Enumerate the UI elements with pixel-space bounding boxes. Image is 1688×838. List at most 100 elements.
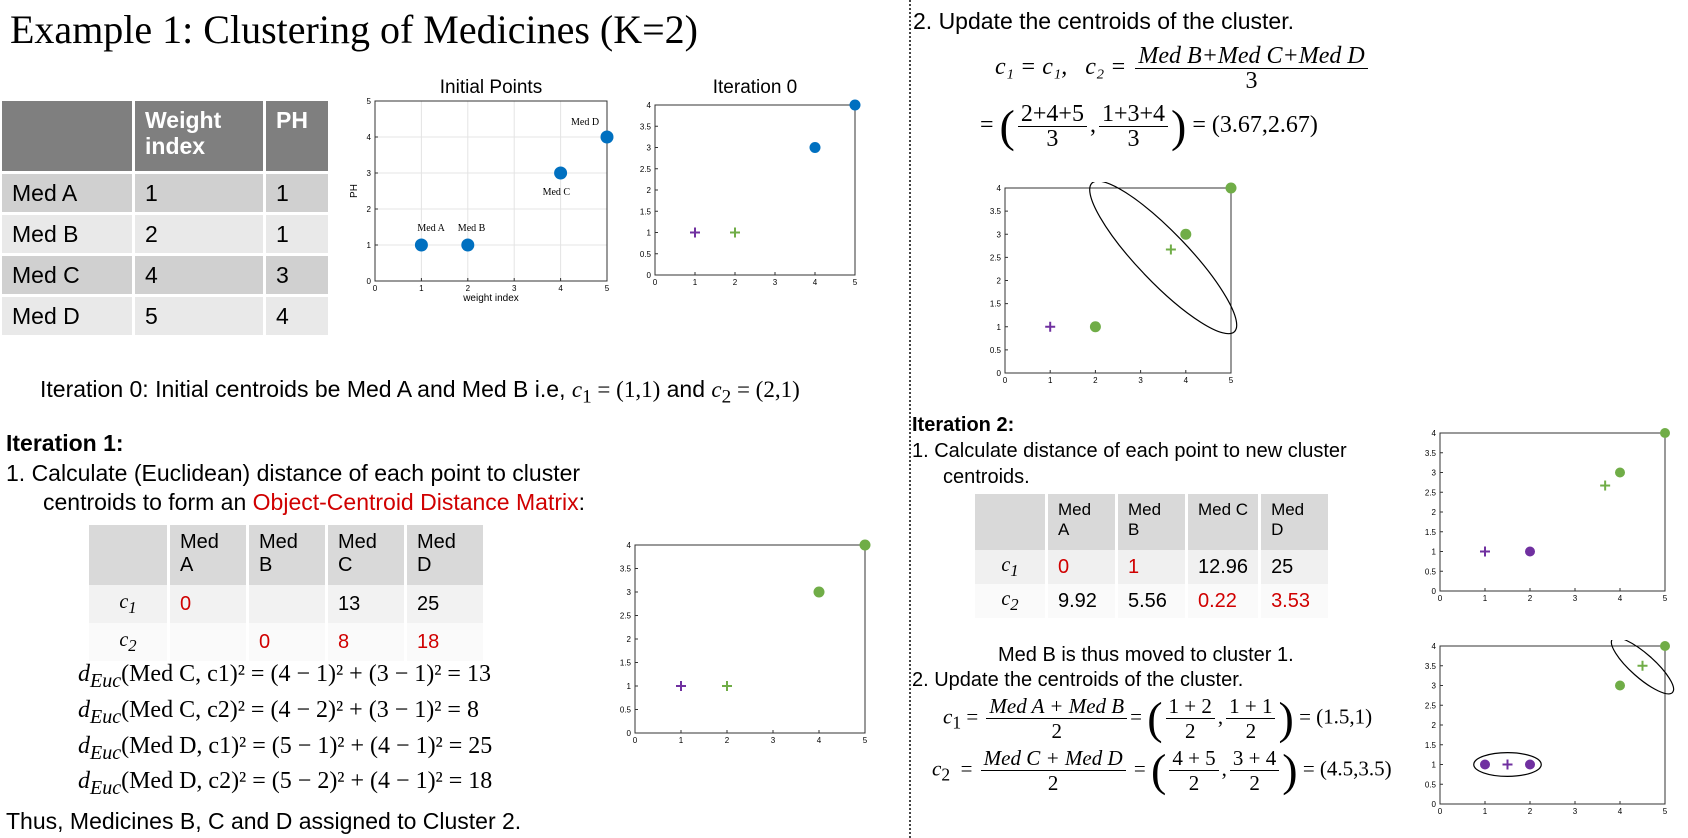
x-tick-label: 4 <box>817 736 822 745</box>
y-tick-label: 0.5 <box>990 346 1002 355</box>
iteration1-step1-text: centroids to form an <box>43 489 247 515</box>
data-point <box>1225 182 1237 194</box>
cell-ph: 3 <box>264 254 331 297</box>
chart-title: Initial Points <box>440 77 542 98</box>
y-tick-label: 4 <box>1432 642 1437 651</box>
x-tick-label: 0 <box>653 278 658 287</box>
header-ph: PH <box>264 101 331 174</box>
y-tick-label: 1 <box>1432 548 1437 557</box>
centroid-update-eq2: = (2+4+5 3, 1+3+4 3) = (3.67,2.67) <box>980 100 1318 152</box>
data-point <box>554 166 568 180</box>
y-tick-label: 0.5 <box>640 250 652 259</box>
iteration2-update-chart: 0 1 2 3 4 5 0 0.5 1 1.5 2 2.5 3 3.5 4 <box>1425 640 1675 816</box>
y-axis-label: PH <box>349 184 360 198</box>
iteration2-step1-line1: 1. Calculate distance of each point to n… <box>912 440 1347 462</box>
cell-weight: 5 <box>133 295 266 338</box>
c2-numerator: Med B+Med C+Med D <box>1135 44 1368 69</box>
point-label: Med B <box>458 223 486 234</box>
data-point <box>1615 680 1625 691</box>
y-tick-label: 3.5 <box>640 122 652 131</box>
y-tick-label: 3 <box>997 230 1002 239</box>
y-tick-label: 3 <box>1432 682 1437 691</box>
y-tick-label: 4 <box>997 184 1002 193</box>
matrix-cell <box>168 623 249 661</box>
y-tick-label: 0 <box>1432 587 1437 596</box>
c2-denominator: 3 <box>1245 68 1258 94</box>
cell-weight: 4 <box>133 254 266 297</box>
iteration2-step2: 2. Update the centroids of the cluster. <box>912 669 1244 691</box>
update-step-heading: 2. Update the centroids of the cluster. <box>913 8 1295 34</box>
matrix-header: Med B <box>1116 494 1188 550</box>
iteration0-c2: (2,1) <box>755 377 800 402</box>
plot-frame <box>634 544 866 734</box>
y-tick-label: 3.5 <box>990 207 1002 216</box>
y-tick-label: 4 <box>627 541 632 550</box>
y-tick-label: 1.5 <box>990 300 1002 309</box>
data-point <box>1480 759 1490 770</box>
y-tick-label: 0 <box>627 729 632 738</box>
data-point <box>1660 641 1670 651</box>
y-tick-label: 1 <box>997 323 1002 332</box>
plot-frame <box>654 104 856 276</box>
c1-result: = (1.5,1) <box>1299 704 1373 729</box>
y-tick-label: 3.5 <box>620 565 632 574</box>
iteration2-heading: Iteration 2: <box>912 414 1015 436</box>
x-tick-label: 4 <box>1184 376 1189 385</box>
matrix-header: Med D <box>405 525 486 585</box>
x-tick-label: 1 <box>679 736 684 745</box>
x-tick-label: 5 <box>863 736 868 745</box>
x-tick-label: 2 <box>1528 807 1533 816</box>
page-title: Example 1: Clustering of Medicines (K=2) <box>10 7 698 52</box>
plot-frame <box>1439 645 1666 805</box>
matrix-row-label: c2 <box>89 623 170 661</box>
x-tick-label: 2 <box>733 278 738 287</box>
cluster-ellipse <box>1473 752 1542 777</box>
matrix-row-label: c1 <box>89 585 170 623</box>
x-tick-label: 0 <box>1438 594 1443 603</box>
data-point <box>414 238 428 252</box>
distance-matrix-term: Object-Centroid Distance Matrix <box>252 489 579 515</box>
iteration1-step1-line2: centroids to form an Object-Centroid Dis… <box>43 489 585 516</box>
distance-equation: dEuc(Med C, c2)² = (4 − 2)² + (3 − 1)² =… <box>78 696 479 728</box>
y-tick-label: 0.5 <box>1425 780 1437 789</box>
distance-equation: dEuc(Med C, c1)² = (4 − 1)² + (3 − 1)² =… <box>78 661 491 692</box>
data-point <box>849 99 861 111</box>
column-divider <box>909 0 911 838</box>
y-tick-label: 2.5 <box>990 253 1002 262</box>
iteration2-chart: 0 1 2 3 4 5 0 0.5 1 1.5 2 2.5 3 3.5 4 <box>1425 428 1670 603</box>
y-tick-label: 0 <box>367 277 372 286</box>
matrix-row-label: c1 <box>975 550 1048 584</box>
y-tick-label: 1 <box>367 241 372 250</box>
centroid-result: = (3.67,2.67) <box>1192 112 1318 139</box>
plot-frame <box>374 100 608 282</box>
y-tick-label: 3 <box>647 144 652 153</box>
y-tick-label: 4 <box>367 133 372 142</box>
x-tick-label: 2 <box>1528 594 1533 603</box>
y-tick-label: 3 <box>627 588 632 597</box>
x-tick-label: 0 <box>1438 807 1443 816</box>
data-point <box>859 539 871 551</box>
cell-weight: 2 <box>133 213 266 256</box>
x-tick-label: 5 <box>1663 807 1668 816</box>
x-tick-label: 2 <box>725 736 730 745</box>
x-tick-label: 1 <box>1483 807 1488 816</box>
matrix-cell: 3.53 <box>1259 584 1332 618</box>
x-tick-label: 1 <box>1483 594 1488 603</box>
cell-ph: 1 <box>264 213 331 256</box>
x-tick-label: 5 <box>853 278 858 287</box>
matrix-cell: 13 <box>326 585 407 623</box>
data-point <box>813 586 825 598</box>
matrix-cell: 5.56 <box>1116 584 1188 618</box>
iteration0-text: Iteration 0: Initial centroids be Med A … <box>40 376 800 408</box>
c1-equation: c₁ = c₁, <box>995 54 1068 81</box>
matrix-cell <box>247 585 328 623</box>
matrix-cell: 9.92 <box>1046 584 1118 618</box>
y-tick-label: 2 <box>1432 508 1437 517</box>
y-tick-label: 2.5 <box>620 612 632 621</box>
x-tick-label: 1 <box>419 284 424 293</box>
distance-equation: dEuc(Med D, c1)² = (5 − 1)² + (4 − 1)² =… <box>78 732 493 764</box>
plot-frame <box>1439 432 1666 592</box>
cluster-ellipse <box>1089 182 1238 335</box>
row-label: Med A <box>2 172 135 215</box>
point-label: Med C <box>543 187 571 198</box>
